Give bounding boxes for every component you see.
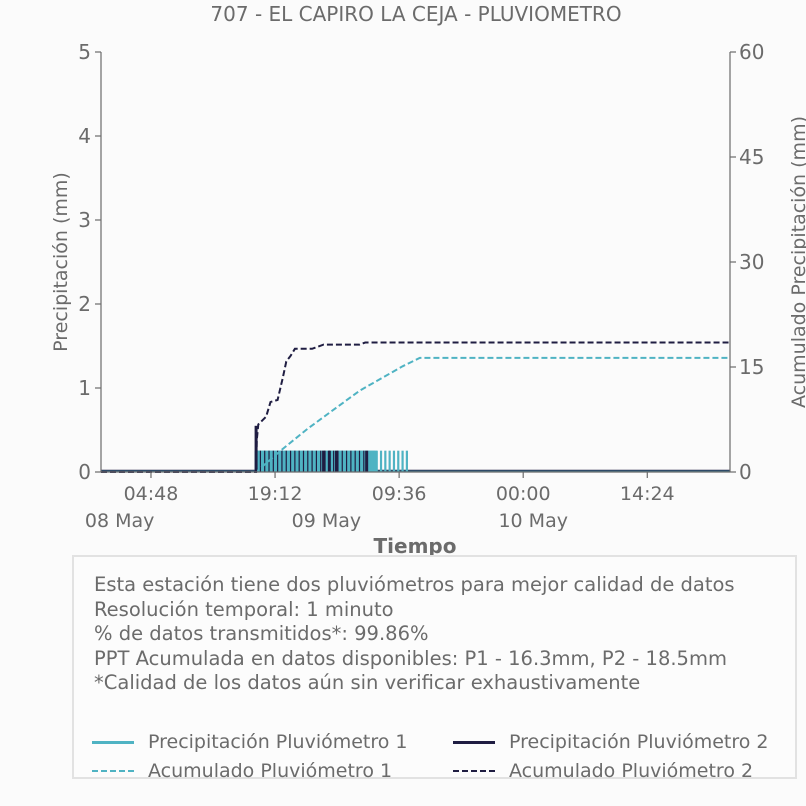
y2-tick-label: 0 <box>739 460 752 484</box>
x-tick-label: 04:48 <box>124 483 179 505</box>
legend-swatch <box>453 740 495 744</box>
x-tick-label: 19:12 <box>248 483 303 505</box>
y-axis-label: Precipitación (mm) <box>50 172 72 352</box>
y-tick-label: 0 <box>78 460 91 484</box>
info-line: Resolución temporal: 1 minuto <box>94 597 394 621</box>
legend-item-precip-p2: Precipitación Pluviómetro 2 <box>453 731 769 753</box>
y-tick-label: 2 <box>78 292 91 316</box>
legend-label: Acumulado Pluviómetro 2 <box>509 760 754 782</box>
plot-area <box>101 341 730 473</box>
chart-title: 707 - EL CAPIRO LA CEJA - PLUVIOMETRO <box>210 2 621 26</box>
info-line: *Calidad de los datos aún sin verificar … <box>94 671 641 694</box>
y2-tick-label: 30 <box>739 250 764 274</box>
y2-tick-label: 15 <box>739 355 764 379</box>
y2-axis-label: Acumulado Precipitación (mm) <box>788 116 806 408</box>
legend-label: Precipitación Pluviómetro 2 <box>509 731 769 753</box>
legend-swatch <box>92 770 134 772</box>
x-tick-label: 14:24 <box>620 483 675 505</box>
info-text: Esta estación tiene dos pluviómetros par… <box>94 573 735 696</box>
y-tick-label: 5 <box>78 40 91 64</box>
legend-item-cumulative-p2: Acumulado Pluviómetro 2 <box>453 760 753 782</box>
legend-swatch <box>453 770 495 772</box>
y2-tick-label: 60 <box>739 40 764 64</box>
x-tick-label: 00:00 <box>496 483 551 505</box>
y-tick-label: 1 <box>78 376 91 400</box>
info-line: PPT Acumulada en datos disponibles: P1 -… <box>94 646 727 670</box>
legend-label: Acumulado Pluviómetro 1 <box>148 760 393 782</box>
info-box: Esta estación tiene dos pluviómetros par… <box>72 555 797 782</box>
info-line: % de datos transmitidos*: 99.86% <box>94 622 429 645</box>
precipitation-chart: 707 - EL CAPIRO LA CEJA - PLUVIOMETRO 0 1… <box>50 2 806 558</box>
x-tick-label: 09:36 <box>372 483 427 505</box>
y2-tick-label: 45 <box>739 145 764 169</box>
cumulative-p2-line <box>101 341 730 473</box>
y-tick-label: 3 <box>78 208 91 232</box>
legend-item-cumulative-p1: Acumulado Pluviómetro 1 <box>92 760 392 782</box>
cumulative-p1-line <box>101 356 730 473</box>
info-line: Esta estación tiene dos pluviómetros par… <box>94 573 735 596</box>
legend-label: Precipitación Pluviómetro 1 <box>148 731 408 753</box>
x-axis-label: Tiempo <box>374 534 457 558</box>
x-date-label: 09 May <box>292 510 362 532</box>
x-date-label: 10 May <box>498 510 568 532</box>
legend-swatch <box>92 740 134 744</box>
y-tick-label: 4 <box>78 124 91 148</box>
x-date-label: 08 May <box>85 510 155 532</box>
legend-item-precip-p1: Precipitación Pluviómetro 1 <box>92 731 408 753</box>
